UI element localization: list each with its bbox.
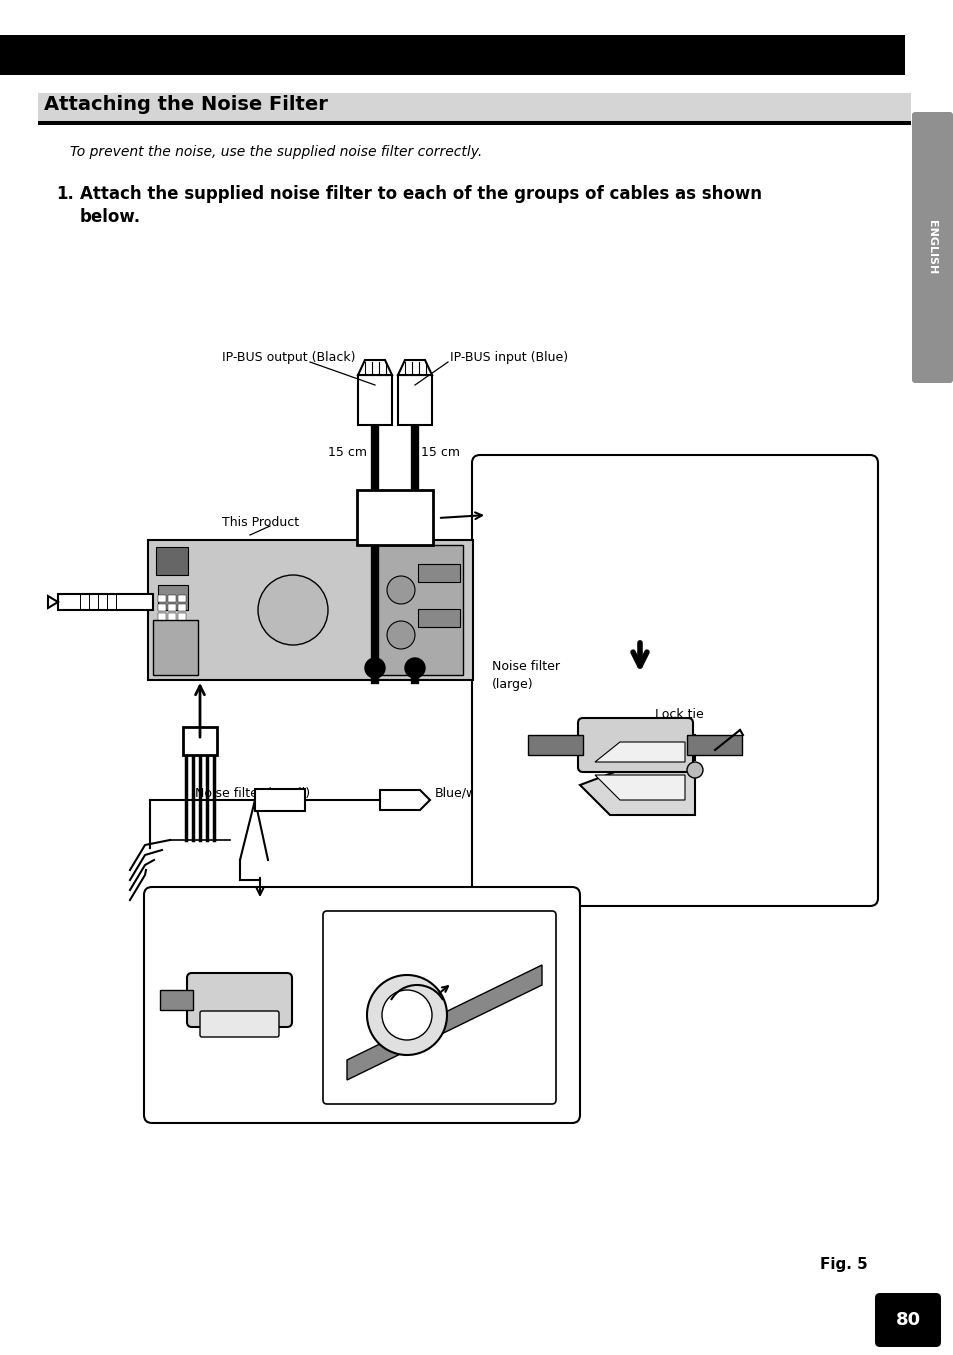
Text: 15 cm: 15 cm <box>420 447 459 459</box>
Bar <box>254 789 305 812</box>
Text: Noise filter
(large): Noise filter (large) <box>492 660 559 691</box>
Bar <box>38 122 910 125</box>
Polygon shape <box>48 596 58 608</box>
Bar <box>168 604 175 611</box>
Polygon shape <box>397 360 432 375</box>
Text: Lock tie: Lock tie <box>655 709 703 721</box>
Bar <box>527 734 582 755</box>
Polygon shape <box>595 775 684 799</box>
Bar <box>0 35 904 75</box>
FancyBboxPatch shape <box>187 973 292 1027</box>
Circle shape <box>387 576 415 604</box>
Circle shape <box>257 575 328 645</box>
Bar <box>152 621 198 675</box>
FancyBboxPatch shape <box>144 888 579 1123</box>
Bar <box>38 93 910 123</box>
Bar <box>357 375 392 425</box>
Text: 80: 80 <box>895 1312 920 1329</box>
Bar <box>158 595 166 602</box>
Bar <box>178 595 186 602</box>
Bar <box>168 612 175 621</box>
Text: Lock tie: Lock tie <box>461 993 510 1007</box>
Polygon shape <box>347 965 541 1080</box>
Bar <box>158 612 166 621</box>
Circle shape <box>405 659 424 678</box>
Bar <box>58 593 152 610</box>
Bar <box>148 541 473 680</box>
Polygon shape <box>595 743 684 762</box>
Text: Noise filter (small): Noise filter (small) <box>194 786 310 799</box>
Text: below.: below. <box>80 209 141 226</box>
Text: IP-BUS input (Blue): IP-BUS input (Blue) <box>450 351 568 364</box>
Circle shape <box>365 659 385 678</box>
Text: ENGLISH: ENGLISH <box>926 221 937 275</box>
Polygon shape <box>579 734 695 766</box>
Bar <box>160 991 193 1009</box>
Bar <box>178 612 186 621</box>
Bar <box>38 121 910 123</box>
Bar <box>158 604 166 611</box>
Bar <box>417 608 459 627</box>
Text: 1.: 1. <box>56 186 73 203</box>
Bar <box>158 585 188 610</box>
FancyBboxPatch shape <box>323 911 556 1104</box>
Text: IP-BUS output (Black): IP-BUS output (Black) <box>222 351 355 364</box>
Bar <box>356 491 433 545</box>
FancyBboxPatch shape <box>472 455 877 906</box>
Circle shape <box>381 991 432 1041</box>
Text: Noise filter (large): Noise filter (large) <box>479 481 593 493</box>
Text: Blue/white: Blue/white <box>435 786 500 799</box>
Text: Fig. 5: Fig. 5 <box>820 1257 867 1272</box>
FancyBboxPatch shape <box>911 112 952 383</box>
Text: This Product: This Product <box>222 515 299 528</box>
Text: Attach the supplied noise filter to each of the groups of cables as shown: Attach the supplied noise filter to each… <box>80 186 761 203</box>
FancyBboxPatch shape <box>874 1293 940 1347</box>
Bar <box>397 375 432 425</box>
Circle shape <box>686 762 702 778</box>
Bar <box>377 545 462 675</box>
Bar <box>686 734 741 755</box>
Polygon shape <box>579 770 695 814</box>
FancyBboxPatch shape <box>200 1011 278 1037</box>
Text: Attaching the Noise Filter: Attaching the Noise Filter <box>44 95 328 114</box>
Text: To prevent the noise, use the supplied noise filter correctly.: To prevent the noise, use the supplied n… <box>70 145 482 159</box>
Bar <box>168 595 175 602</box>
Circle shape <box>367 976 447 1056</box>
Polygon shape <box>357 360 392 375</box>
Circle shape <box>387 621 415 649</box>
Text: 15 cm: 15 cm <box>328 447 367 459</box>
Bar <box>178 604 186 611</box>
FancyBboxPatch shape <box>578 718 692 772</box>
Polygon shape <box>379 790 430 810</box>
Bar <box>156 547 188 575</box>
Bar <box>183 728 216 755</box>
Bar <box>417 564 459 583</box>
